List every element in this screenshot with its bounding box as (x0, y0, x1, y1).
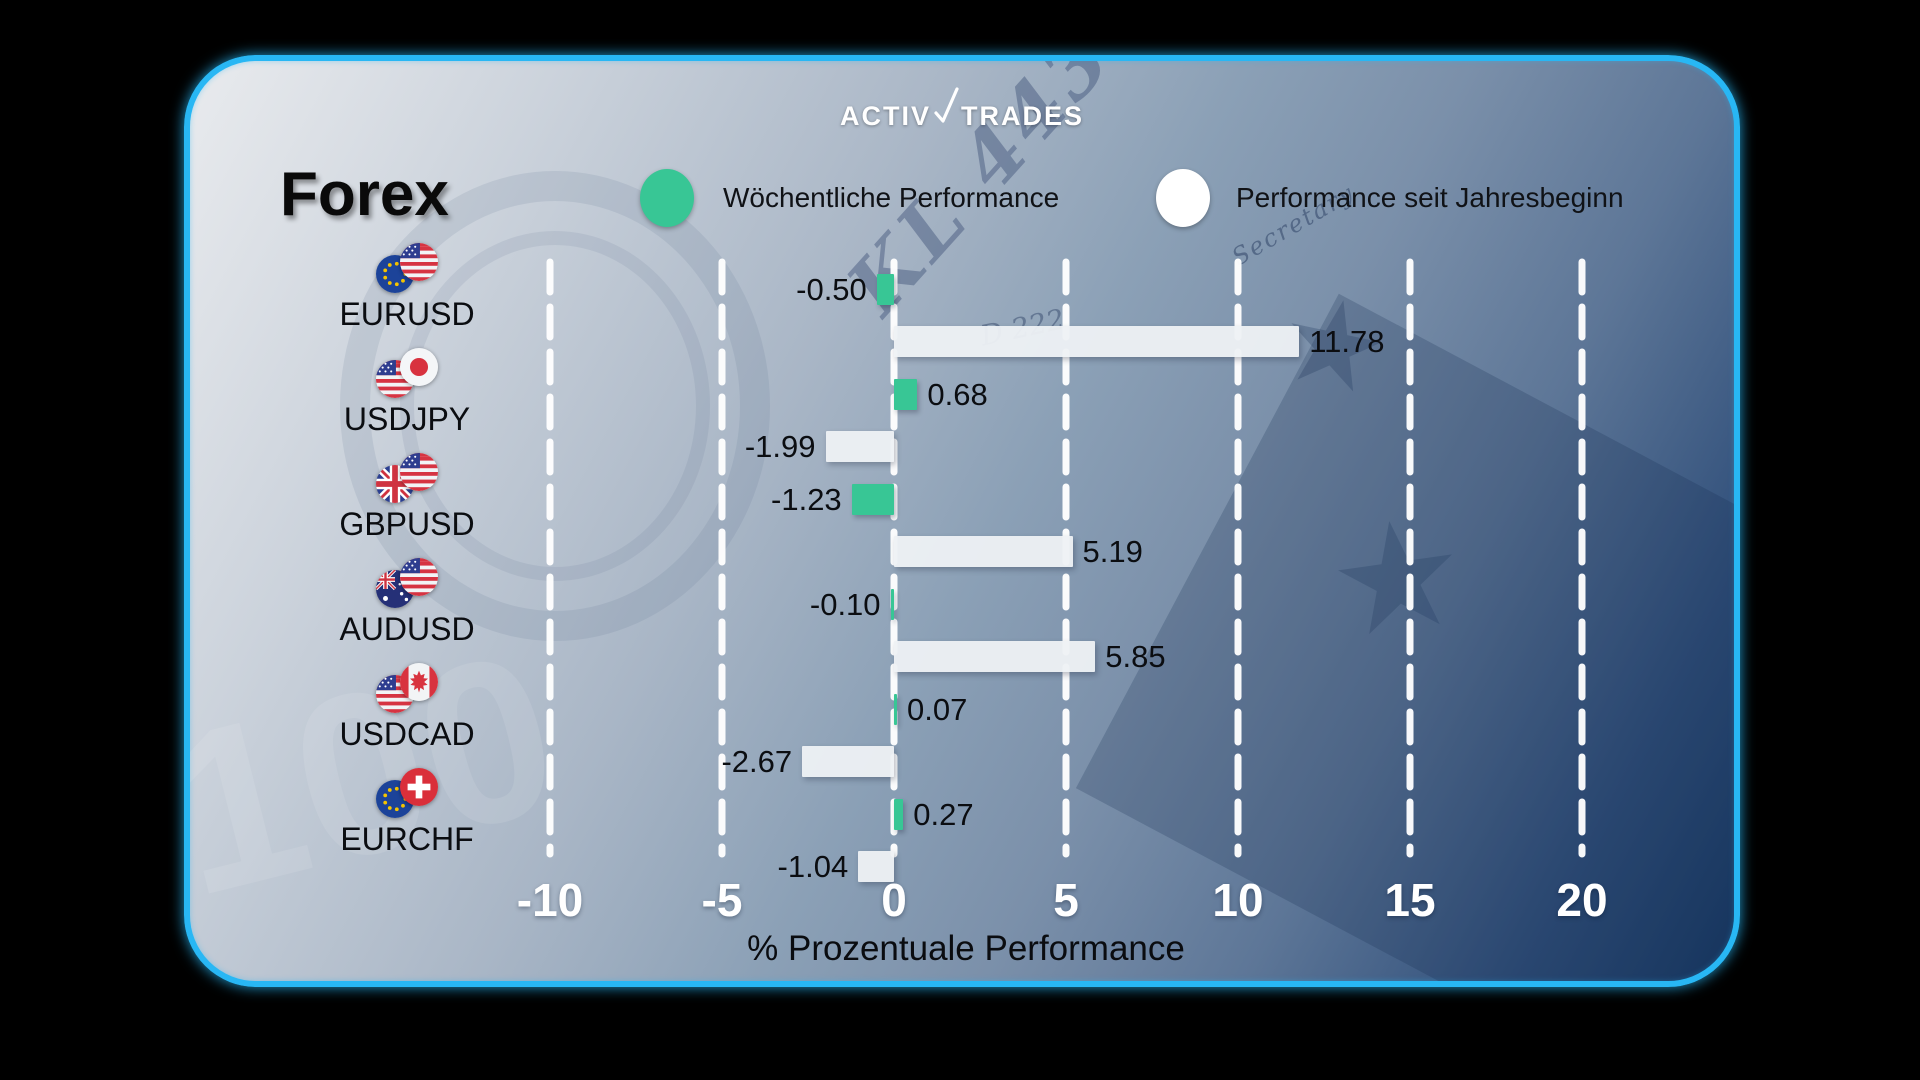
ytd-value: 5.19 (1082, 533, 1143, 569)
forex-performance-card: KL 4439 D 222 Secretary ★ ★ 100 Activ Tr… (184, 55, 1740, 987)
weekly-bar (894, 799, 904, 830)
flag-pair-usdjpy (376, 348, 438, 398)
flag-ca-icon (400, 663, 438, 701)
ytd-value: -1.99 (744, 428, 816, 464)
pair-label: EURCHF (340, 821, 474, 857)
weekly-value: 0.27 (913, 796, 974, 832)
ytd-value: -1.04 (777, 848, 849, 884)
axis-tick: 0 (881, 874, 907, 926)
pair-row-eurusd: EURUSD -0.50 11.78 (190, 243, 1734, 359)
ytd-value: 11.78 (1309, 323, 1385, 359)
pair-row-eurchf: EURCHF 0.27 -1.04 (190, 768, 1734, 884)
weekly-bar (876, 274, 894, 305)
pair-row-usdjpy: USDJPY 0.68 -1.99 (190, 348, 1734, 464)
ytd-value: -2.67 (721, 743, 793, 779)
flag-us-icon (400, 558, 438, 596)
weekly-value: 0.07 (907, 691, 968, 727)
pair-label: EURUSD (339, 296, 475, 332)
flag-us-icon (400, 453, 438, 491)
logo-text-trades: Trades (960, 101, 1085, 131)
axis-tick: 10 (1212, 874, 1264, 926)
pair-label: AUDUSD (339, 611, 475, 647)
pair-row-usdcad: USDCAD 0.07 -2.67 (190, 663, 1734, 779)
flag-jp-icon (400, 348, 438, 386)
page-title: Forex (280, 160, 449, 229)
ytd-bar (825, 431, 894, 462)
legend-weekly-dot (640, 169, 694, 227)
ytd-bar (858, 851, 894, 882)
flag-pair-usdcad (376, 663, 438, 713)
x-axis-title: % Prozentuale Performance (747, 929, 1185, 968)
flag-pair-gbpusd (376, 453, 438, 503)
logo-check-icon (934, 87, 959, 123)
axis-tick: 15 (1384, 874, 1436, 926)
pair-label: GBPUSD (339, 506, 475, 542)
weekly-value: -0.50 (796, 271, 867, 307)
axis-tick: -10 (516, 874, 584, 926)
axis-tick: 20 (1556, 874, 1608, 926)
legend-weekly-label: Wöchentliche Performance (723, 182, 1060, 213)
flag-pair-eurchf (376, 768, 438, 818)
flag-us-icon (400, 243, 438, 281)
ytd-bar (802, 746, 894, 777)
logo-text-activ: Activ (839, 101, 931, 131)
pair-label: USDCAD (339, 716, 475, 752)
pair-row-gbpusd: GBPUSD -1.23 5.19 (190, 453, 1734, 569)
weekly-bar (894, 694, 897, 725)
flag-pair-eurusd (376, 243, 438, 293)
weekly-bar (890, 589, 894, 620)
ytd-bar (894, 641, 1096, 672)
legend-ytd-label: Performance seit Jahresbeginn (1236, 182, 1624, 213)
weekly-value: -0.10 (809, 586, 881, 622)
weekly-bar (851, 484, 894, 515)
weekly-value: 0.68 (927, 376, 988, 412)
axis-tick: 5 (1053, 874, 1079, 926)
pair-label: USDJPY (343, 401, 471, 437)
flag-ch-icon (400, 768, 438, 806)
ytd-bar (894, 326, 1300, 357)
pair-row-audusd: AUDUSD -0.10 5.85 (190, 558, 1734, 674)
ytd-value: 5.85 (1105, 638, 1166, 674)
weekly-value: -1.23 (771, 481, 842, 517)
flag-us-icon (376, 360, 414, 398)
legend-ytd-dot (1156, 169, 1210, 227)
activtrades-logo: Activ Trades (840, 87, 1084, 132)
ytd-bar (894, 536, 1073, 567)
axis-tick: -5 (701, 874, 743, 926)
weekly-bar (894, 379, 918, 410)
flag-pair-audusd (376, 558, 438, 608)
